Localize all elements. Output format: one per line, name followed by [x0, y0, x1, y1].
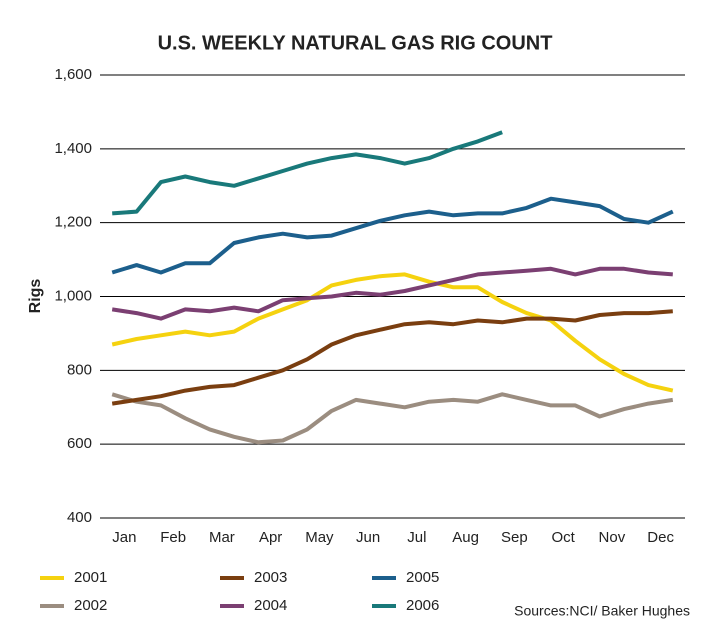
data-line: [111, 309, 673, 406]
x-tick-label: Mar: [209, 529, 235, 546]
x-tick-label: Feb: [160, 529, 186, 546]
x-tick-label: Jul: [407, 529, 426, 546]
chart-title: U.S. WEEKLY NATURAL GAS RIG COUNT: [158, 32, 553, 54]
y-tick-label: 1,000: [54, 287, 92, 304]
y-tick-label: 400: [67, 509, 92, 526]
data-line: [111, 272, 674, 393]
x-tick-label: Nov: [599, 529, 626, 546]
legend-label: 2004: [254, 597, 287, 614]
y-tick-label: 800: [67, 361, 92, 378]
legend-label: 2002: [74, 597, 107, 614]
x-tick-label: Oct: [551, 529, 575, 546]
y-axis-label: Rigs: [27, 279, 44, 314]
y-tick-label: 1,200: [54, 214, 92, 231]
x-tick-label: Jan: [112, 529, 136, 546]
source: Sources:NCI/ Baker Hughes: [514, 603, 690, 619]
data-line: [111, 196, 674, 275]
y-tick-label: 1,400: [54, 140, 92, 157]
legend-label: 2001: [74, 569, 107, 586]
x-tick-label: Aug: [452, 529, 479, 546]
data-line: [111, 392, 674, 445]
x-tick-label: May: [305, 529, 334, 546]
y-tick-label: 600: [67, 435, 92, 452]
x-tick-label: Apr: [259, 529, 282, 546]
data-line: [111, 266, 673, 321]
y-tick-label: 1,600: [54, 66, 92, 83]
x-tick-label: Dec: [647, 529, 674, 546]
legend-label: 2005: [406, 569, 439, 586]
legend-label: 2003: [254, 569, 287, 586]
data-line: [112, 130, 503, 216]
x-tick-label: Jun: [356, 529, 380, 546]
x-tick-label: Sep: [501, 529, 528, 546]
legend-label: 2006: [406, 597, 439, 614]
